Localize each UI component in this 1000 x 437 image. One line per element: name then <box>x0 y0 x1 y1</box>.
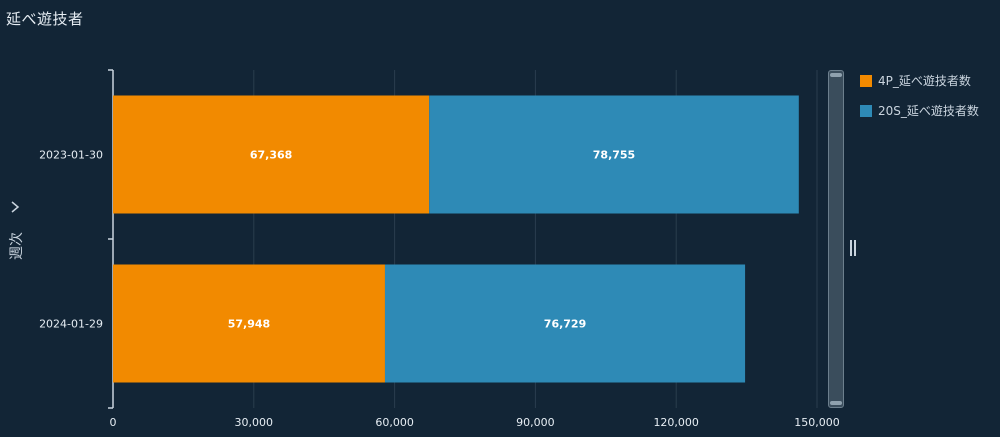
bar-segment <box>113 264 385 383</box>
category-label: 2024-01-29 <box>39 318 103 331</box>
data-label: 76,729 <box>544 318 586 331</box>
scrollbar-cap-top[interactable] <box>830 73 842 77</box>
legend: 4P_延べ遊技者数 20S_延べ遊技者数 <box>860 72 979 132</box>
data-label: 67,368 <box>250 149 292 162</box>
resize-handle-icon[interactable] <box>849 240 859 256</box>
legend-swatch-20s <box>860 104 872 117</box>
legend-item-20s[interactable]: 20S_延べ遊技者数 <box>860 102 979 119</box>
x-tick-label: 30,000 <box>235 416 274 429</box>
x-tick-label: 120,000 <box>653 416 699 429</box>
scrollbar-track[interactable] <box>828 70 844 408</box>
data-label: 78,755 <box>593 149 635 162</box>
data-label: 57,948 <box>228 318 270 331</box>
bar-segment <box>429 95 799 214</box>
legend-swatch-4p <box>860 74 872 87</box>
bar-segment <box>384 264 746 383</box>
x-tick-label: 0 <box>110 416 117 429</box>
x-tick-label: 150,000 <box>794 416 840 429</box>
category-label: 2023-01-30 <box>39 149 103 162</box>
chart-title: 延べ遊技者 <box>6 10 84 28</box>
chevron-right-icon[interactable] <box>9 200 21 213</box>
legend-item-4p[interactable]: 4P_延べ遊技者数 <box>860 72 979 89</box>
x-tick-label: 60,000 <box>375 416 414 429</box>
legend-label-20s: 20S_延べ遊技者数 <box>878 104 979 118</box>
x-tick-label: 90,000 <box>516 416 555 429</box>
scrollbar-cap-bottom[interactable] <box>830 401 842 405</box>
bar-segment <box>113 95 430 214</box>
legend-label-4p: 4P_延べ遊技者数 <box>878 74 971 88</box>
